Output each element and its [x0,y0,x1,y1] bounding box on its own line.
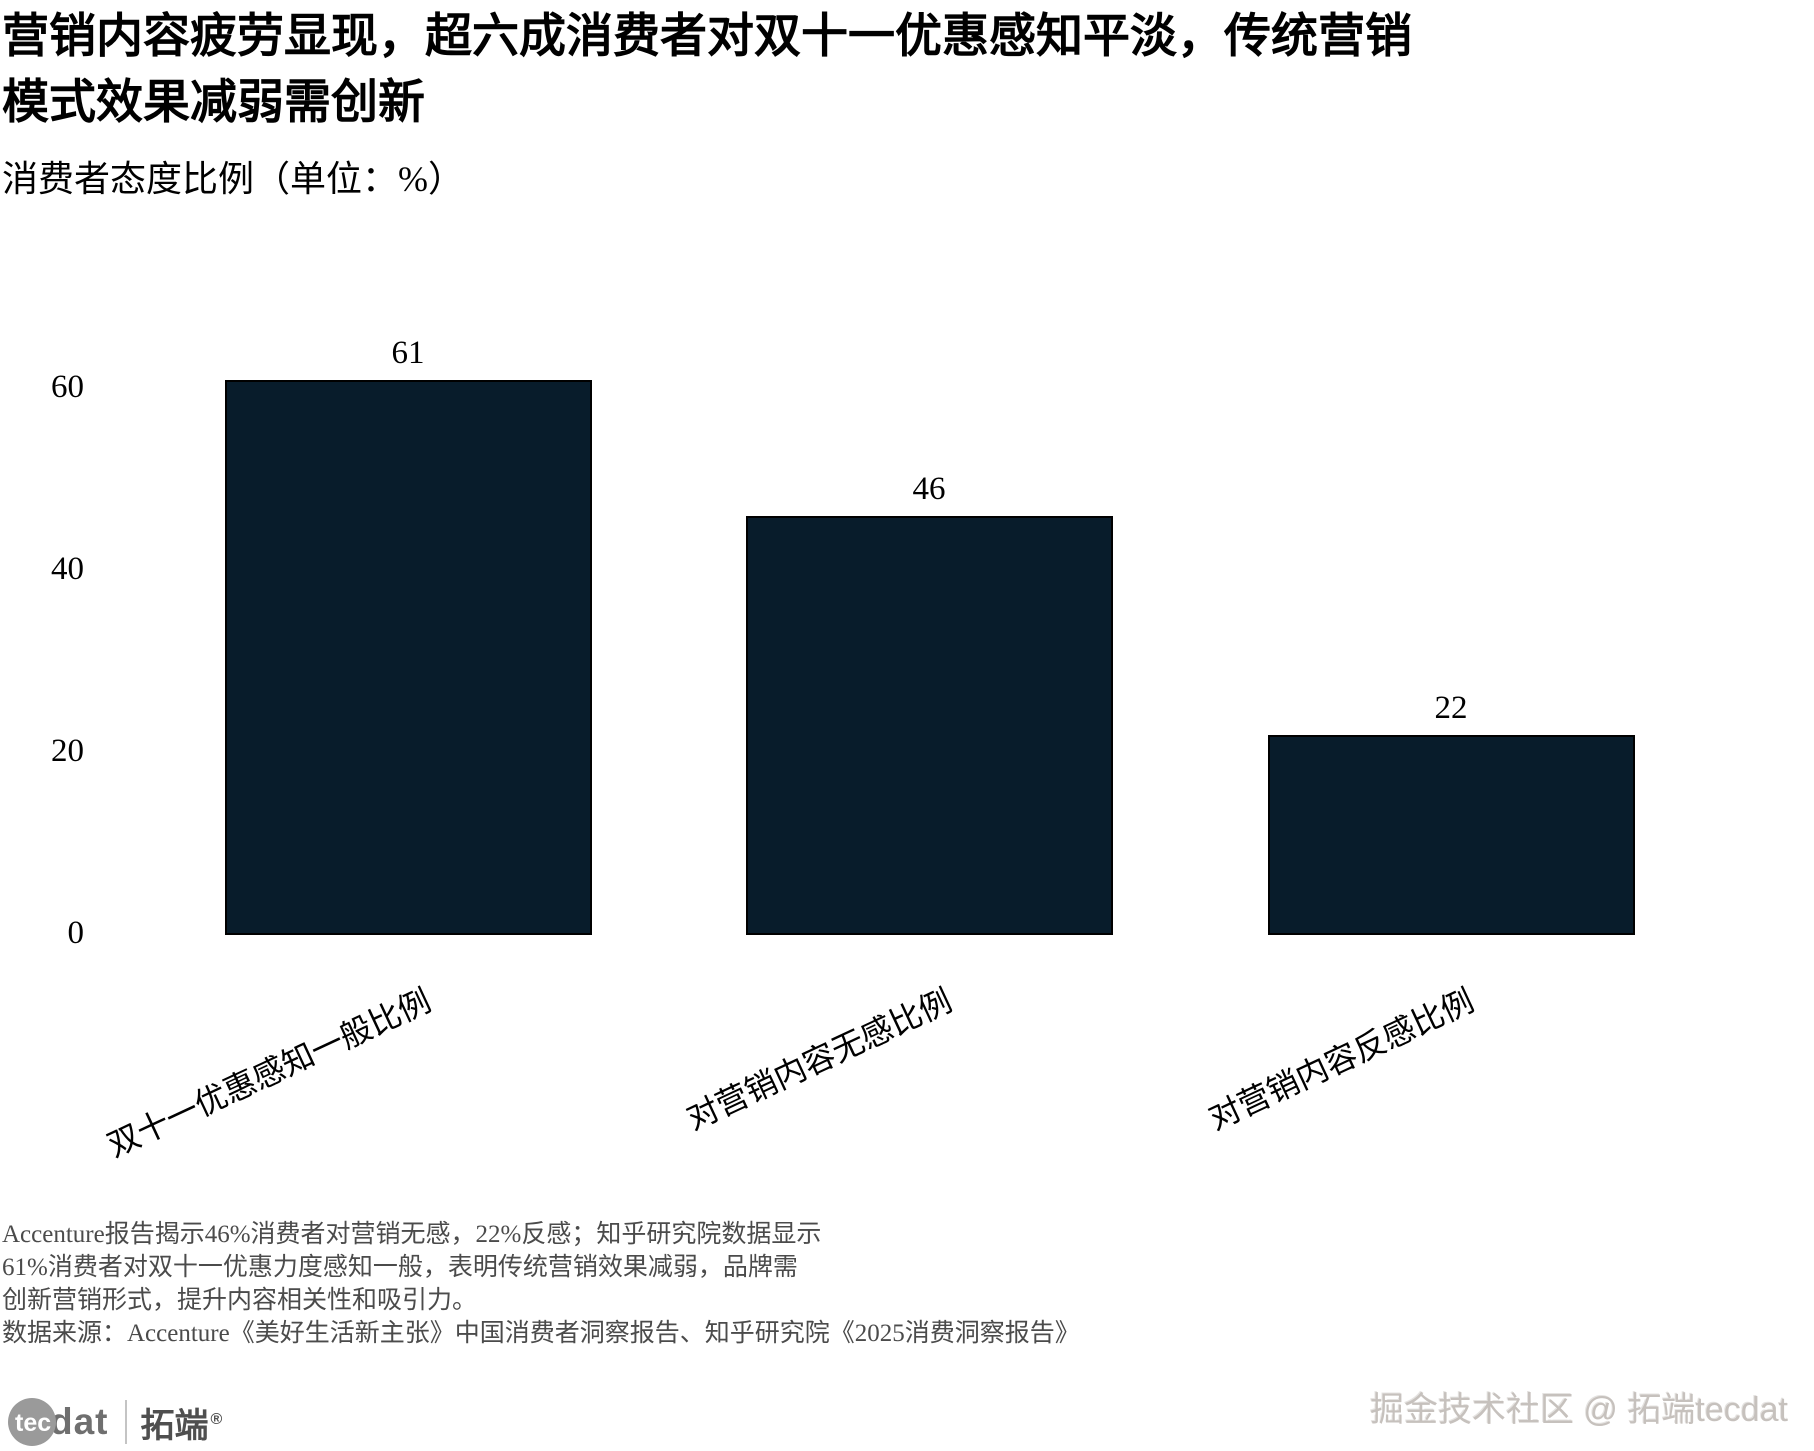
footnote-line-1: Accenture报告揭示46%消费者对营销无感，22%反感；知乎研究院数据显示 [2,1221,822,1248]
logo-text-dat: dat [50,1401,109,1442]
bar-2 [745,516,1113,935]
bar-value-label-2: 46 [912,471,946,507]
watermark: 掘金技术社区 @ 拓端tecdat [1369,1391,1788,1429]
tecdat-logo-bubble: tec [8,1398,56,1446]
footnote-line-2: 61%消费者对双十一优惠力度感知一般，表明传统营销效果减弱，品牌需 [2,1254,798,1281]
chart-title: 营销内容疲劳显现，超六成消费者对双十一优惠感知平淡，传统营销模式效果减弱需创新 [2,11,1412,129]
x-axis-label-2: 对营销内容无感比例 [680,982,958,1137]
chart-subtitle: 消费者态度比例（单位：%） [2,159,464,199]
registered-mark: ® [210,1411,223,1429]
footnote-line-3: 创新营销形式，提升内容相关性和吸引力。 [2,1287,478,1314]
logo-text-tec: tec [15,1409,52,1437]
y-axis-tick-20: 20 [51,733,84,770]
tecdat-logo: tec dat 拓端 ® [8,1396,222,1448]
x-axis-label-1: 双十一优惠感知一般比例 [101,982,437,1164]
x-axis-label-3: 对营销内容反感比例 [1202,982,1480,1137]
bar-1 [224,380,592,935]
logo-text-cn: 拓端 ® [140,1406,223,1445]
y-axis-tick-60: 60 [51,369,84,406]
bar-value-label-1: 61 [391,335,425,371]
bar-3 [1267,735,1635,935]
logo-divider [124,1400,127,1444]
footnote: Accenture报告揭示46%消费者对营销无感，22%反感；知乎研究院数据显示… [2,1218,1080,1350]
y-axis-tick-0: 0 [67,915,85,952]
y-axis-tick-40: 40 [51,551,84,588]
data-source-line: 数据来源：Accenture《美好生活新主张》中国消费者洞察报告、知乎研究院《2… [2,1320,1080,1347]
bar-value-label-3: 22 [1434,690,1468,726]
